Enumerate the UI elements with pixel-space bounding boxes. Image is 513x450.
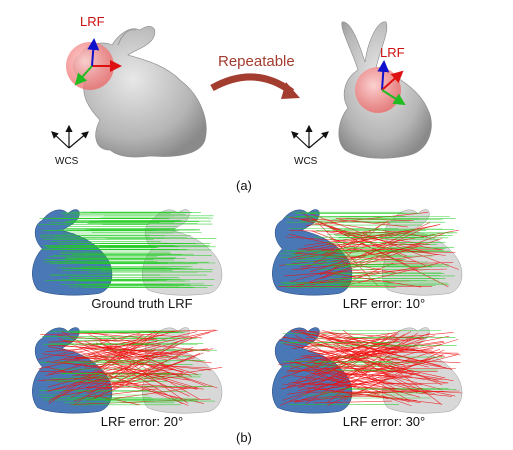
part-b-caption: (b) [236,430,252,445]
correspondence-panel-1 [32,209,223,296]
right-lrf-sphere [355,67,401,113]
panel-3-caption: LRF error: 20° [100,414,184,429]
correspondence-lines [38,329,223,406]
right-lrf-label: LRF [380,45,405,60]
left-bunny-image [51,21,432,159]
left-lrf-label: LRF [80,14,105,29]
panel-4-caption: LRF error: 30° [342,414,426,429]
part-b-panels [32,209,463,414]
repeatable-label: Repeatable [218,53,295,70]
part-a-caption: (a) [236,178,252,193]
correspondence-lines [38,211,217,288]
correspondence-lines [278,211,459,288]
right-wcs-axes-icon [291,124,329,149]
left-lrf-axes-icon [74,38,122,86]
right-lrf-axes-icon [377,60,406,106]
correspondence-panel-2 [272,209,463,296]
correspondence-panel-4 [272,327,463,414]
panel-1-caption: Ground truth LRF [91,296,193,311]
repeatable-curved-arrow-icon [210,73,295,95]
panel-2-caption: LRF error: 10° [342,296,426,311]
correspondence-lines [278,329,463,407]
right-wcs-label: WCS [294,156,318,167]
correspondence-panel-3 [32,327,223,414]
left-wcs-axes-icon [51,124,89,149]
left-wcs-label: WCS [55,156,79,167]
